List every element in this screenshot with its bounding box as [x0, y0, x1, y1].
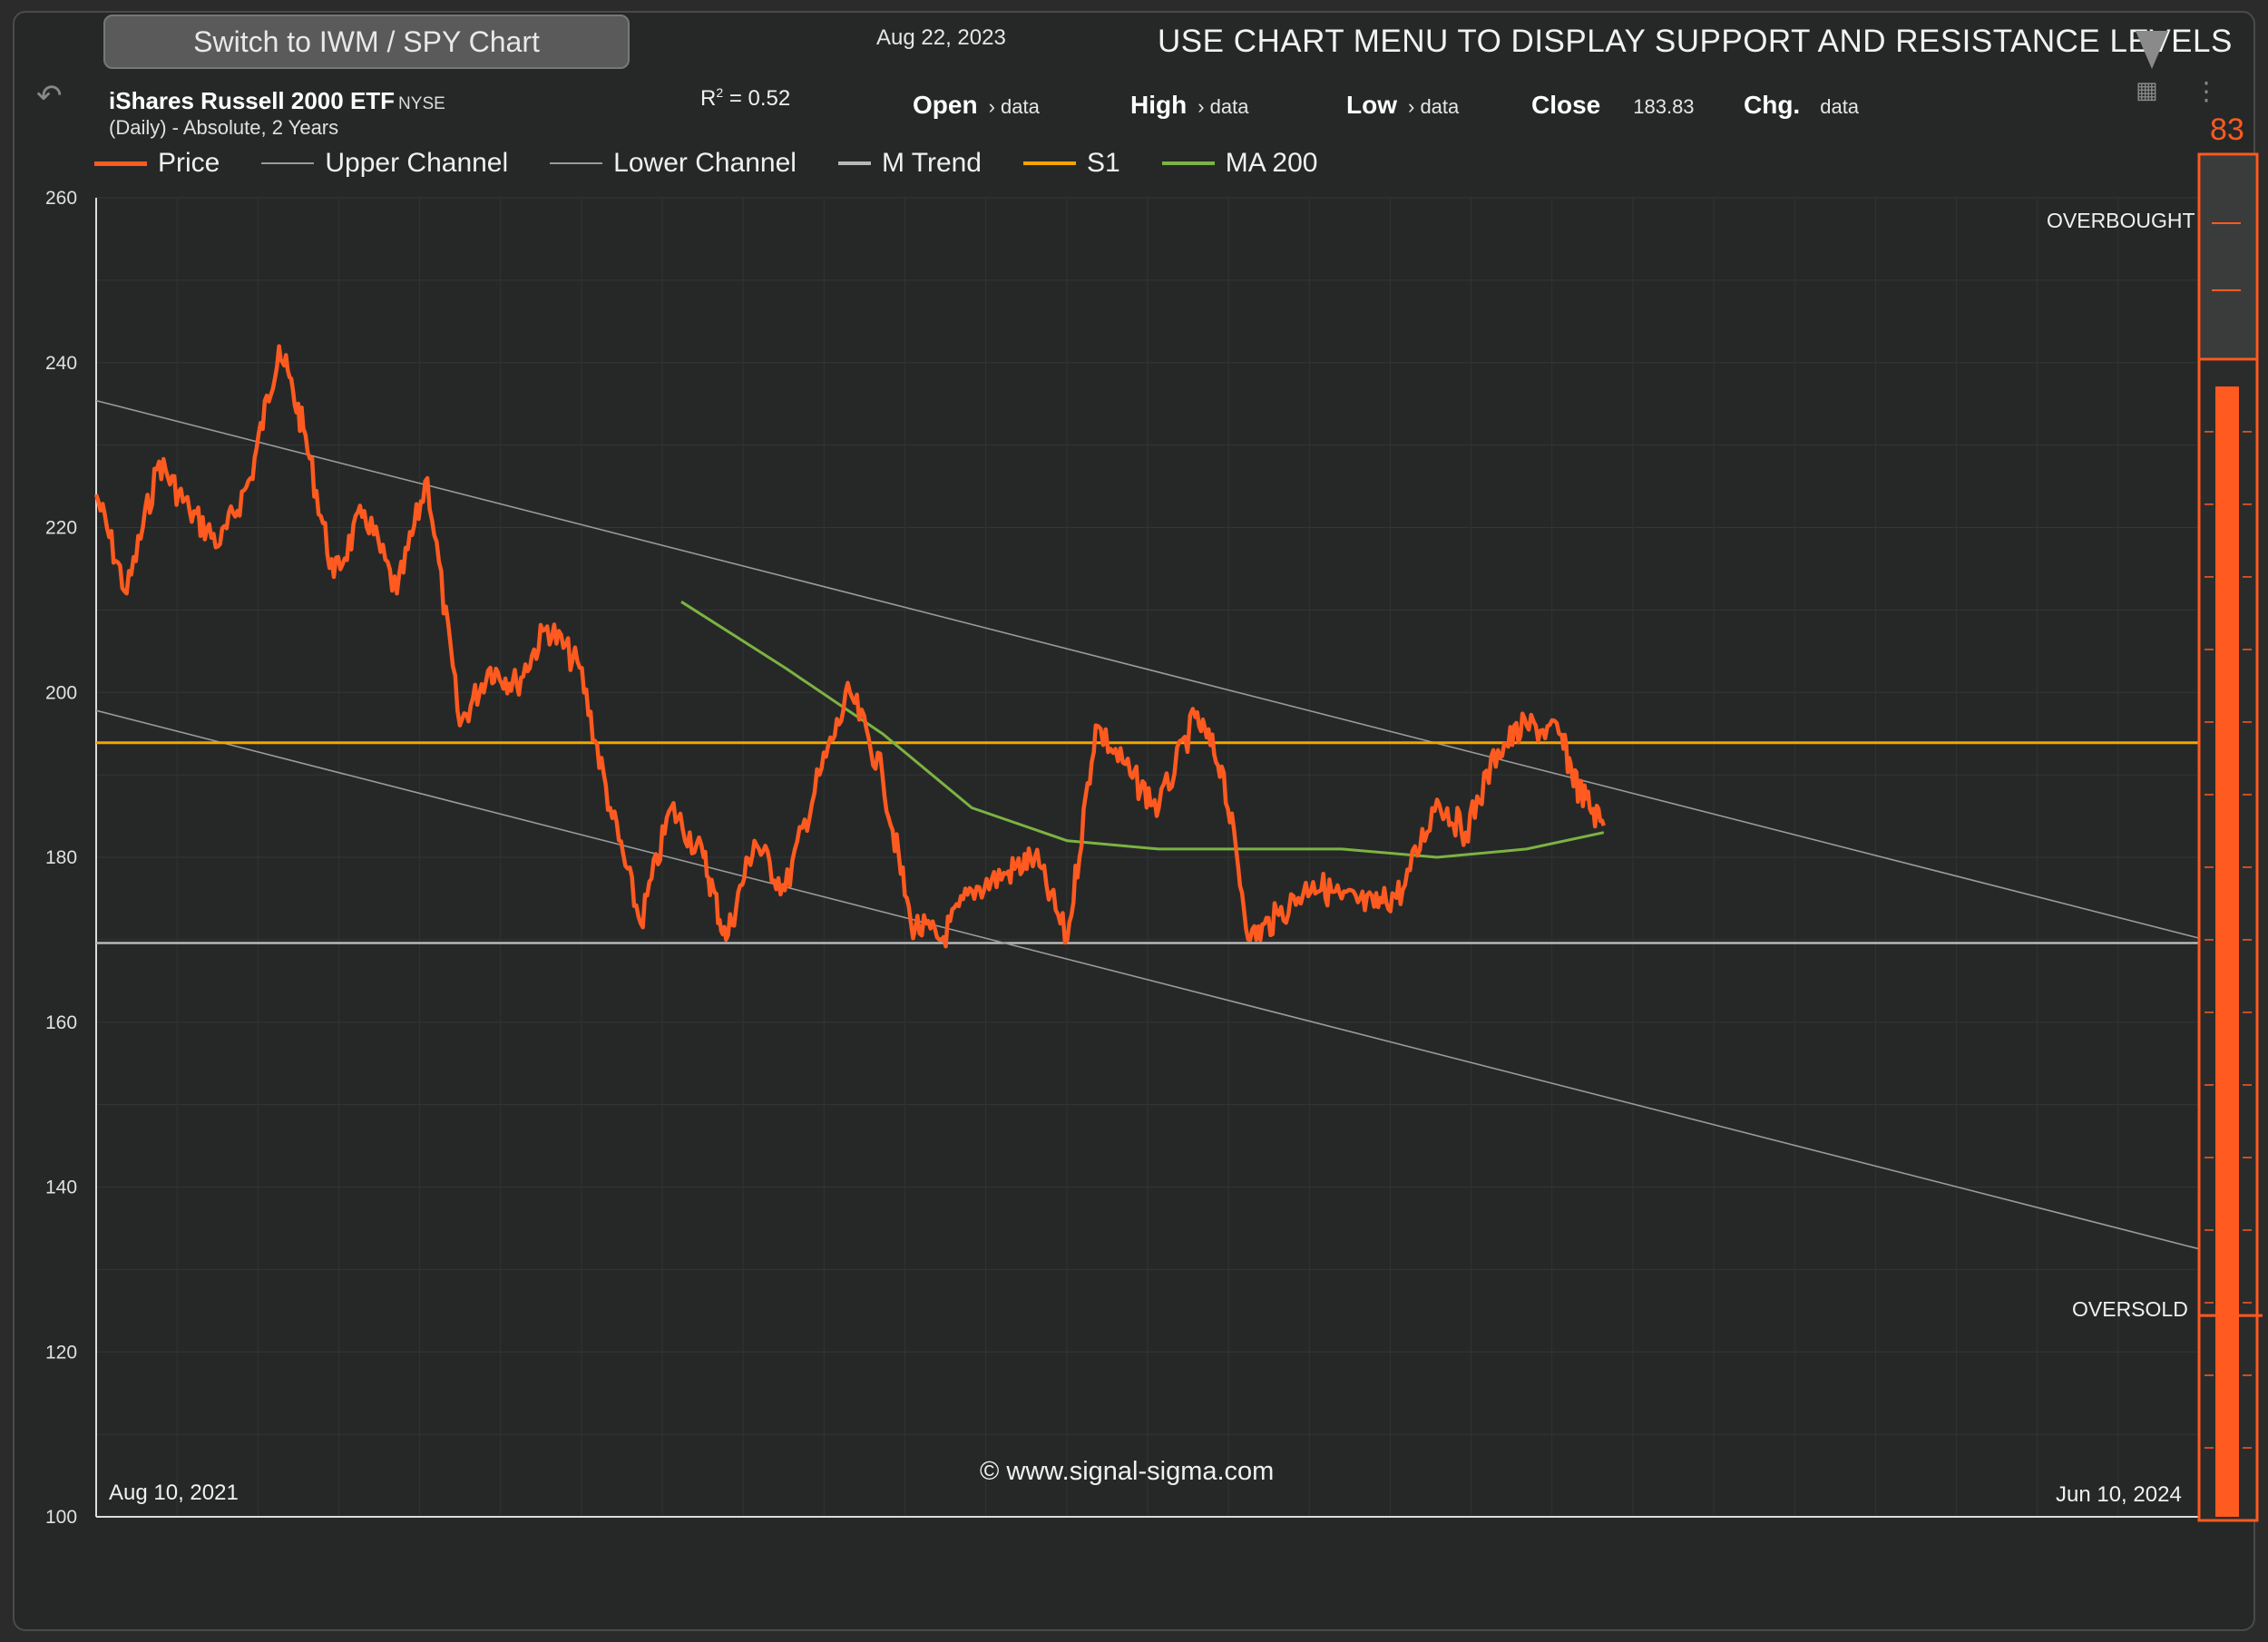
- legend-label: Price: [158, 148, 220, 178]
- legend-label: Lower Channel: [613, 148, 797, 178]
- close-readout: Close 183.83: [1531, 91, 1695, 120]
- legend-swatch: [261, 162, 315, 164]
- high-value: › data: [1198, 95, 1249, 118]
- chg-value: data: [1820, 95, 1860, 118]
- current-date: Aug 22, 2023: [876, 25, 1006, 50]
- chart-subtitle: (Daily) - Absolute, 2 Years: [109, 116, 339, 139]
- open-label: Open: [913, 91, 978, 119]
- high-readout: High › data: [1130, 91, 1248, 120]
- legend-label: Upper Channel: [325, 148, 509, 178]
- legend-swatch: [837, 161, 871, 165]
- indicator-value: 83: [2210, 112, 2244, 147]
- chart-frame: [13, 11, 2255, 1631]
- overbought-label: OVERBOUGHT: [2047, 209, 2195, 232]
- close-label: Close: [1531, 91, 1601, 119]
- chg-label: Chg.: [1744, 91, 1801, 119]
- r2-value: = 0.52: [728, 86, 791, 111]
- y-tick-label: 180: [45, 847, 77, 868]
- legend-item-upper-channel[interactable]: Upper Channel: [261, 148, 508, 179]
- low-readout: Low › data: [1346, 91, 1459, 120]
- close-value: 183.83: [1633, 95, 1695, 118]
- lower-channel-line: [95, 709, 2200, 1250]
- date-end-label: Jun 10, 2024: [2056, 1482, 2182, 1507]
- price-line: [93, 344, 1606, 949]
- more-vert-icon[interactable]: ⋮: [2194, 77, 2219, 105]
- legend-item-price[interactable]: Price: [94, 148, 220, 179]
- instrument-name: iShares Russell 2000 ETF: [109, 87, 396, 114]
- r-squared: R2 = 0.52: [700, 85, 790, 112]
- y-tick-label: 120: [45, 1342, 77, 1363]
- legend-label: M Trend: [881, 148, 982, 178]
- support-resistance-banner: USE CHART MENU TO DISPLAY SUPPORT AND RE…: [1158, 24, 2233, 59]
- open-readout: Open › data: [913, 91, 1040, 120]
- legend-swatch: [1023, 161, 1076, 165]
- y-tick-label: 240: [45, 353, 77, 374]
- y-tick-label: 220: [45, 518, 77, 539]
- y-tick-label: 100: [45, 1507, 77, 1528]
- legend-item-m-trend[interactable]: M Trend: [837, 148, 982, 179]
- instrument-title: iShares Russell 2000 ETF NYSE: [109, 87, 445, 115]
- legend-item-lower-channel[interactable]: Lower Channel: [550, 148, 797, 179]
- low-label: Low: [1346, 91, 1397, 119]
- legend-swatch: [94, 161, 147, 166]
- y-tick-label: 140: [45, 1178, 77, 1198]
- exchange-label: NYSE: [398, 94, 445, 113]
- overbought-zone: [2201, 156, 2255, 357]
- low-value: › data: [1408, 95, 1460, 118]
- r2-sup: 2: [716, 85, 724, 100]
- dropdown-triangle-icon[interactable]: [2136, 31, 2168, 69]
- undo-icon[interactable]: ↶: [36, 79, 63, 113]
- upper-channel-line: [95, 399, 2200, 939]
- y-tick-label: 160: [45, 1012, 77, 1033]
- high-label: High: [1130, 91, 1188, 119]
- y-tick-label: 260: [45, 188, 77, 209]
- open-value: › data: [988, 95, 1040, 118]
- chart-legend: Price Upper Channel Lower Channel M Tren…: [94, 145, 1359, 181]
- chart-settings-icon[interactable]: ▦: [2136, 76, 2158, 103]
- legend-swatch: [550, 162, 603, 164]
- legend-label: S1: [1087, 148, 1120, 178]
- legend-item-s1[interactable]: S1: [1023, 148, 1120, 179]
- date-start-label: Aug 10, 2021: [109, 1481, 239, 1505]
- chg-readout: Chg. data: [1744, 91, 1859, 120]
- y-tick-label: 200: [45, 682, 77, 703]
- ma200-line: [680, 601, 1605, 859]
- legend-label: MA 200: [1225, 148, 1318, 178]
- legend-item-ma-200[interactable]: MA 200: [1161, 148, 1318, 179]
- switch-chart-button[interactable]: Switch to IWM / SPY Chart: [103, 15, 630, 69]
- indicator-level-bar: [2215, 386, 2239, 1517]
- oversold-label: OVERSOLD: [2072, 1297, 2188, 1321]
- legend-swatch: [1161, 161, 1215, 165]
- r2-label: R: [700, 86, 717, 111]
- copyright: © www.signal-sigma.com: [980, 1457, 1275, 1486]
